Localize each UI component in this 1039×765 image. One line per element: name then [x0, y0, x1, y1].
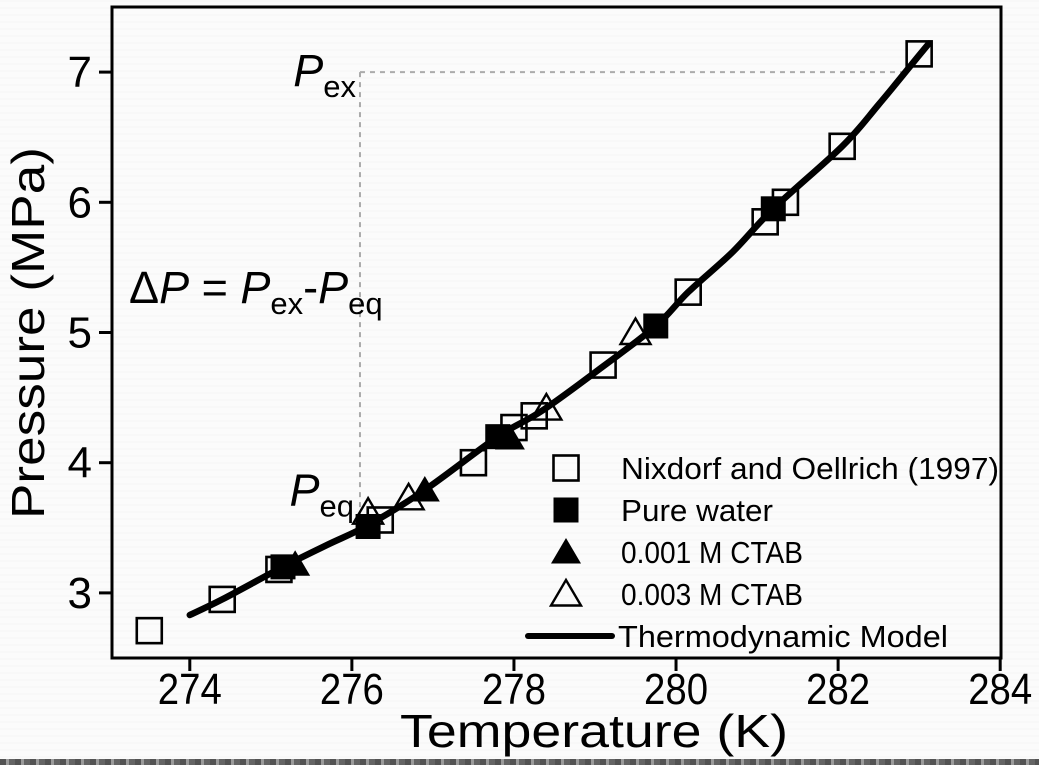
thermodynamic-model-curve — [186, 40, 933, 619]
annotation-text: P — [240, 262, 270, 313]
legend-label: 0.001 M CTAB — [621, 535, 803, 570]
legend-marker-triangle-open — [548, 577, 584, 607]
y-axis-tick-label: 4 — [68, 439, 92, 488]
legend-label: 0.003 M CTAB — [621, 577, 803, 612]
p-ex-label: Pex — [293, 45, 356, 104]
data-point-marker — [589, 351, 617, 379]
legend-label: Pure water — [621, 493, 773, 528]
x-axis-tick-label: 282 — [806, 665, 870, 714]
open-triangle-marker-shape — [350, 495, 386, 525]
open-triangle-marker-shape — [618, 316, 653, 346]
open-square-marker-shape — [828, 132, 856, 161]
y-axis-tick-label: 7 — [68, 48, 92, 97]
x-axis-tick-label: 280 — [644, 665, 708, 714]
data-point-marker — [350, 495, 386, 525]
annotation-text: Δ — [129, 262, 159, 313]
legend-item: 0.001 M CTAB — [551, 535, 803, 570]
legend-marker-square-filled — [553, 497, 579, 523]
filled-square-marker-shape — [760, 196, 786, 222]
filled-triangle-marker-shape — [409, 476, 440, 502]
filled-triangle-marker-shape — [551, 538, 581, 564]
data-point-marker — [135, 616, 164, 645]
series-square-open — [135, 40, 933, 645]
open-square-marker-shape — [905, 40, 933, 68]
filled-triangle-marker-shape — [280, 550, 311, 576]
data-point-marker — [529, 391, 564, 421]
annotation-subscript: eq — [319, 489, 353, 524]
filled-triangle-marker-shape — [494, 423, 525, 450]
legend-marker-square-open — [552, 454, 580, 482]
y-axis-tick-label: 6 — [68, 178, 92, 227]
open-square-marker-shape — [520, 402, 549, 430]
filled-square-marker-shape — [553, 497, 579, 523]
y-axis-tick-label: 3 — [68, 569, 92, 618]
data-point-marker — [391, 481, 426, 511]
open-square-marker-shape — [552, 454, 580, 482]
data-point-marker — [494, 423, 525, 450]
annotation-text: = — [189, 262, 240, 313]
annotation-subscript: ex — [270, 286, 303, 321]
screenshot-edge-artifact — [0, 759, 1039, 765]
open-square-marker-shape — [674, 278, 702, 306]
p-eq-label: Peq — [289, 465, 354, 524]
legend-label: Nixdorf and Oellrich (1997) — [621, 451, 999, 486]
legend-item: Pure water — [553, 493, 773, 528]
open-triangle-marker-shape — [391, 481, 426, 511]
data-point-marker — [355, 513, 381, 539]
legend: Nixdorf and Oellrich (1997) Pure water 0.0… — [525, 451, 999, 654]
legend-item: Thermodynamic Model — [525, 619, 948, 654]
filled-square-marker-shape — [355, 513, 381, 539]
annotation-text: - — [303, 262, 318, 313]
x-axis-tick-label: 276 — [320, 665, 384, 714]
y-axis-title: Pressure (MPa) — [2, 147, 54, 519]
data-point-marker — [643, 313, 669, 339]
annotation-text: P — [159, 262, 189, 313]
series-square-filled — [270, 196, 786, 580]
annotation-subscript: ex — [323, 69, 356, 104]
annotation-text: P — [318, 262, 348, 313]
data-point-marker — [674, 278, 702, 306]
data-point-marker — [409, 476, 440, 502]
y-axis-tick-label: 5 — [68, 309, 92, 358]
data-point-marker — [760, 196, 786, 222]
legend-label: Thermodynamic Model — [618, 619, 948, 654]
x-axis-title: Temperature (K) — [400, 705, 788, 757]
open-square-marker-shape — [208, 585, 237, 614]
legend-item: Nixdorf and Oellrich (1997) — [552, 451, 999, 486]
open-triangle-marker-shape — [529, 391, 564, 421]
filled-square-marker-shape — [643, 313, 669, 339]
data-point-marker — [208, 585, 237, 614]
data-point-marker — [520, 402, 549, 430]
legend-marker-triangle-filled — [551, 538, 581, 564]
data-point-marker — [618, 316, 653, 346]
series-triangle-open — [350, 316, 653, 525]
annotation-text: P — [293, 45, 323, 96]
x-axis-tick-label: 274 — [158, 665, 222, 714]
open-triangle-marker-shape — [548, 577, 584, 607]
x-axis-tick-label: 278 — [482, 665, 546, 714]
series-triangle-filled — [280, 423, 525, 576]
legend-item: 0.003 M CTAB — [548, 577, 803, 612]
annotation-text: P — [289, 465, 319, 516]
data-point-marker — [828, 132, 856, 161]
delta-p-formula-label: ΔP = Pex-Peq — [129, 262, 383, 321]
open-square-marker-shape — [589, 351, 617, 379]
x-axis-tick-label: 284 — [968, 665, 1032, 714]
data-point-marker — [280, 550, 311, 576]
annotation-subscript: eq — [348, 286, 382, 321]
data-point-marker — [905, 40, 933, 68]
open-square-marker-shape — [459, 448, 488, 477]
open-square-marker-shape — [135, 616, 164, 645]
data-point-marker — [459, 448, 488, 477]
